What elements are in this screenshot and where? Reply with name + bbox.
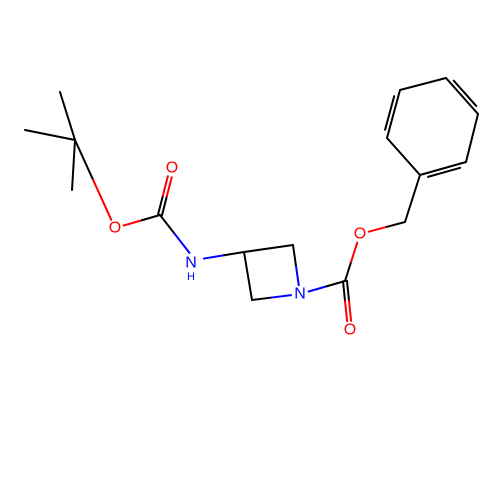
oxygen-label: O bbox=[344, 322, 356, 339]
oxygen-label: O bbox=[354, 226, 366, 243]
hydrogen-label: H bbox=[187, 271, 195, 283]
oxygen-label: O bbox=[166, 160, 178, 177]
oxygen-label: O bbox=[109, 220, 121, 237]
molecule-diagram: OONHNOO bbox=[0, 0, 500, 500]
nitrogen-label: N bbox=[185, 255, 197, 272]
nitrogen-label: N bbox=[294, 286, 306, 303]
